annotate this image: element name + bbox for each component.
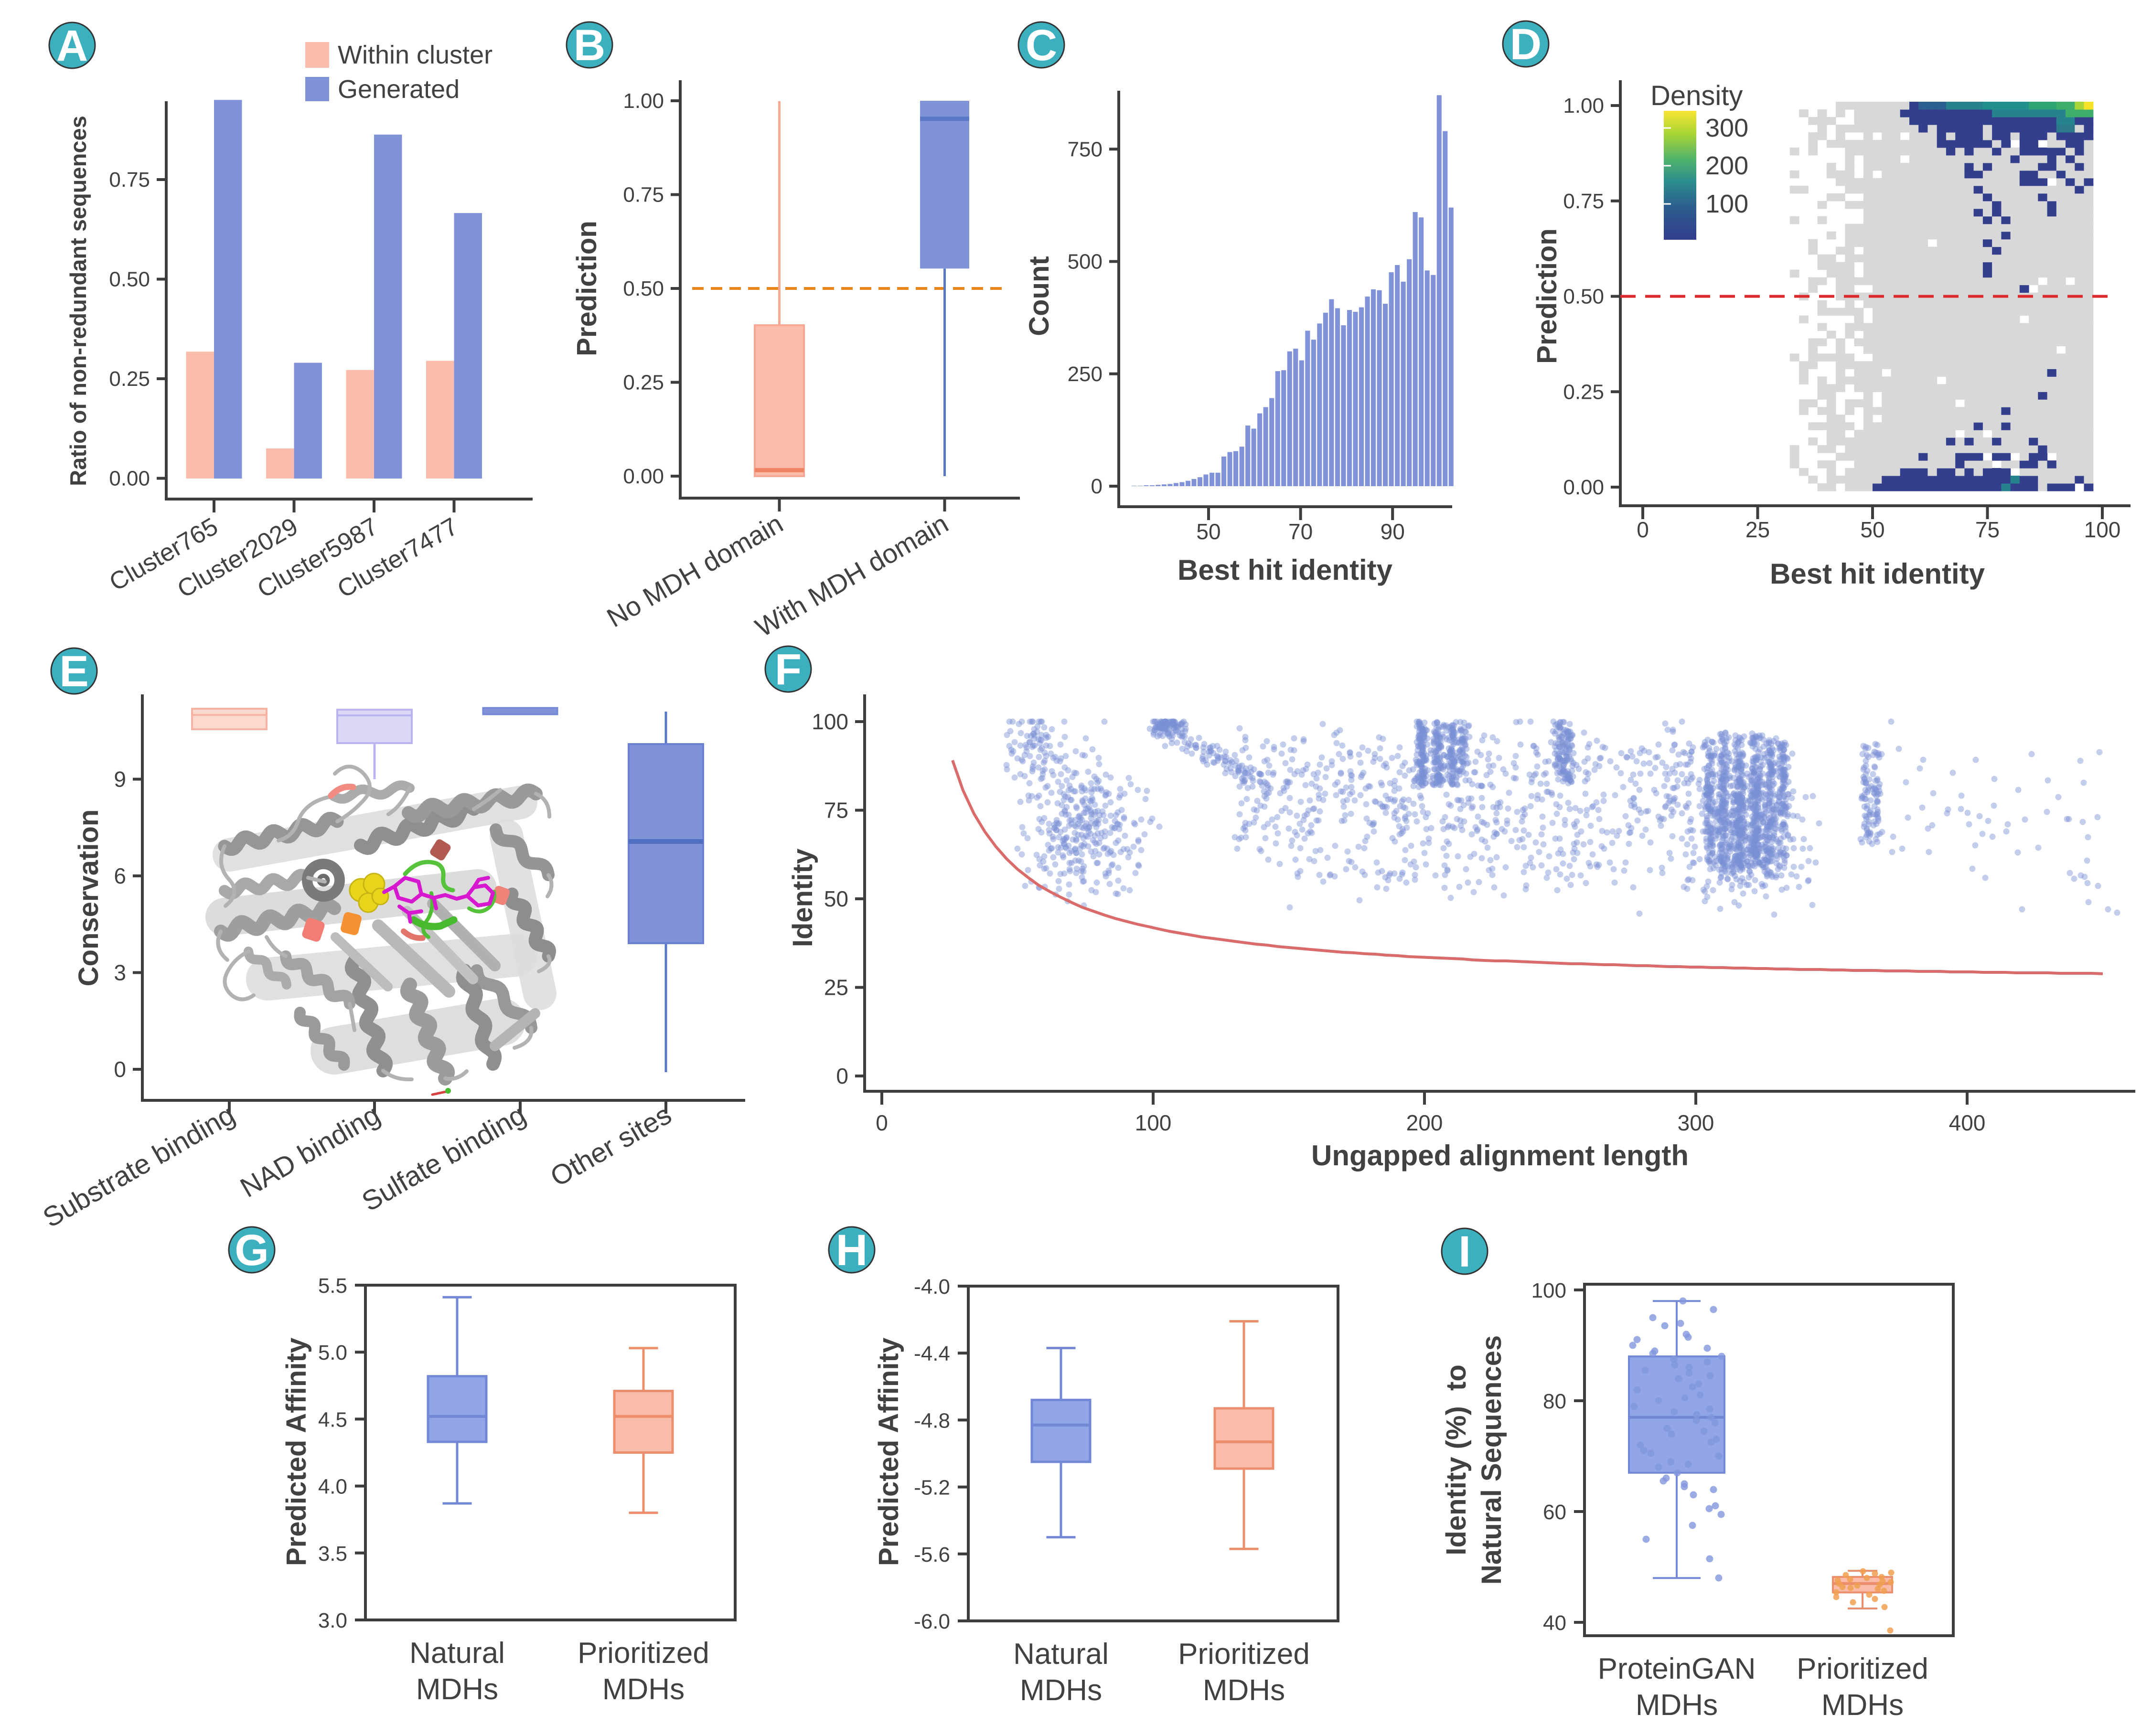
svg-text:A: A: [56, 21, 88, 70]
svg-text:300: 300: [1678, 1110, 1714, 1135]
svg-text:100: 100: [2084, 517, 2121, 542]
svg-text:0.00: 0.00: [1563, 476, 1604, 499]
svg-text:Density: Density: [1650, 80, 1743, 111]
svg-text:Count: Count: [1024, 256, 1055, 336]
svg-text:1.00: 1.00: [1563, 94, 1604, 117]
svg-text:Conservation: Conservation: [73, 809, 104, 987]
svg-text:C: C: [1026, 21, 1057, 70]
svg-text:50: 50: [1860, 517, 1884, 542]
svg-text:0.75: 0.75: [1563, 190, 1604, 213]
svg-text:300: 300: [1705, 114, 1748, 142]
svg-text:400: 400: [1949, 1110, 1986, 1135]
svg-text:0.25: 0.25: [109, 367, 150, 391]
svg-text:50: 50: [1196, 519, 1221, 544]
svg-text:0: 0: [836, 1064, 848, 1088]
svg-text:0.75: 0.75: [109, 168, 150, 192]
svg-text:4.0: 4.0: [318, 1475, 347, 1499]
svg-text:Prediction: Prediction: [571, 221, 602, 356]
svg-text:4.5: 4.5: [318, 1408, 347, 1431]
svg-text:D: D: [1510, 20, 1542, 69]
svg-text:Prediction: Prediction: [1531, 228, 1563, 364]
svg-text:90: 90: [1381, 519, 1405, 544]
svg-text:200: 200: [1406, 1110, 1443, 1135]
svg-text:0.25: 0.25: [1563, 380, 1604, 404]
svg-text:9: 9: [114, 767, 126, 792]
svg-text:100: 100: [1705, 190, 1748, 218]
svg-text:250: 250: [1068, 362, 1103, 386]
svg-text:0: 0: [114, 1057, 126, 1082]
svg-text:100: 100: [812, 709, 848, 734]
svg-text:75: 75: [824, 798, 848, 823]
svg-text:0.50: 0.50: [623, 277, 664, 300]
svg-text:6: 6: [114, 863, 126, 888]
svg-text:0.25: 0.25: [623, 371, 664, 394]
svg-text:Identity: Identity: [787, 849, 818, 947]
svg-text:B: B: [574, 21, 605, 70]
svg-text:5.5: 5.5: [318, 1274, 347, 1298]
svg-text:0: 0: [876, 1110, 888, 1135]
svg-text:0: 0: [1637, 517, 1649, 542]
svg-text:Within cluster: Within cluster: [338, 41, 492, 69]
svg-text:Ungapped alignment length: Ungapped alignment length: [1311, 1140, 1689, 1172]
svg-text:0.50: 0.50: [109, 268, 150, 291]
svg-text:25: 25: [1745, 517, 1770, 542]
svg-text:50: 50: [824, 886, 848, 911]
svg-text:Generated: Generated: [338, 75, 460, 104]
svg-text:0.00: 0.00: [109, 467, 150, 490]
svg-text:0.75: 0.75: [623, 183, 664, 207]
svg-text:G: G: [235, 1226, 269, 1275]
svg-text:500: 500: [1068, 250, 1103, 274]
svg-text:200: 200: [1705, 151, 1748, 180]
svg-text:F: F: [775, 645, 802, 694]
svg-text:3: 3: [114, 960, 126, 985]
svg-text:5.0: 5.0: [318, 1341, 347, 1364]
svg-text:0.00: 0.00: [623, 465, 664, 488]
svg-text:25: 25: [824, 975, 848, 1000]
svg-text:0: 0: [1091, 475, 1103, 498]
svg-text:100: 100: [1135, 1110, 1172, 1135]
svg-text:0.50: 0.50: [1563, 285, 1604, 309]
svg-text:70: 70: [1288, 519, 1313, 544]
svg-text:E: E: [59, 647, 88, 696]
svg-text:Best hit identity: Best hit identity: [1178, 554, 1393, 586]
svg-text:75: 75: [1975, 517, 2000, 542]
svg-text:1.00: 1.00: [623, 89, 664, 113]
svg-text:Ratio of non-redundant sequenc: Ratio of non-redundant sequences: [65, 116, 91, 486]
svg-text:750: 750: [1068, 138, 1103, 161]
svg-text:Best hit identity: Best hit identity: [1770, 558, 1985, 590]
